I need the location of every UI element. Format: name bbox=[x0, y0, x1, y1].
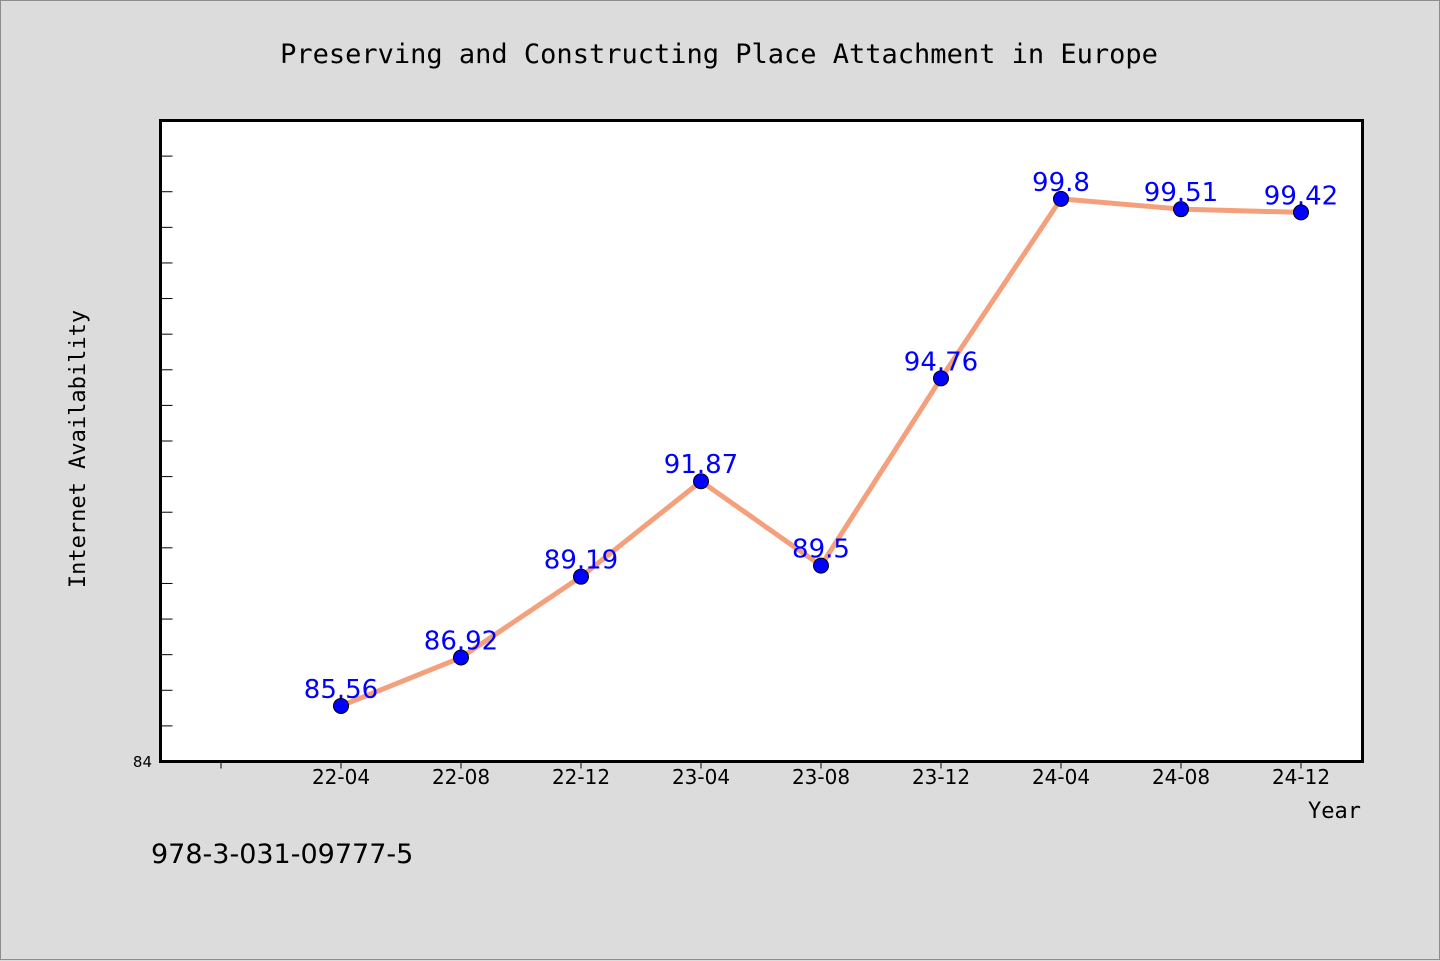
data-label: 89.5 bbox=[792, 535, 850, 565]
data-point bbox=[1173, 201, 1189, 218]
data-point bbox=[453, 649, 469, 666]
x-tick-label: 23-12 bbox=[912, 765, 970, 789]
y-tick-label-min: 84 bbox=[133, 753, 152, 771]
x-tick-label: 24-12 bbox=[1272, 765, 1330, 789]
y-axis-label: Internet Availability bbox=[66, 310, 91, 588]
x-tick-label: 22-12 bbox=[552, 765, 610, 789]
data-label: 99.51 bbox=[1144, 178, 1218, 208]
x-tick-label: 22-08 bbox=[432, 765, 490, 789]
data-point bbox=[333, 697, 349, 714]
x-tick-label: 24-08 bbox=[1152, 765, 1210, 789]
data-label: 89.19 bbox=[544, 546, 618, 576]
data-label: 99.42 bbox=[1264, 181, 1338, 211]
x-tick-label: 22-04 bbox=[312, 765, 370, 789]
data-point bbox=[1293, 204, 1309, 221]
x-tick-label: 23-08 bbox=[792, 765, 850, 789]
series-layer: 85.56 86.92 89.19 91.87 89.5 94.76 99.8 99.51 99… bbox=[304, 168, 1338, 714]
data-point bbox=[693, 473, 709, 490]
x-axis-label: Year bbox=[1308, 799, 1361, 824]
data-label: 91.87 bbox=[664, 450, 738, 480]
data-label: 86.92 bbox=[424, 627, 498, 657]
data-point bbox=[933, 370, 949, 387]
data-point bbox=[1053, 190, 1069, 207]
y-axis-ticks bbox=[160, 155, 173, 727]
data-label: 94.76 bbox=[904, 347, 978, 377]
data-label: 85.56 bbox=[304, 675, 378, 705]
data-point bbox=[813, 557, 829, 574]
x-tick-label: 23-04 bbox=[672, 765, 730, 789]
chart-title: Preserving and Constructing Place Attach… bbox=[280, 39, 1158, 70]
data-point bbox=[573, 568, 589, 585]
x-axis-ticks: 22-04 22-08 22-12 23-04 23-08 23-12 24-04 24-08… bbox=[220, 761, 1330, 789]
data-label: 99.8 bbox=[1032, 168, 1090, 198]
isbn-footer: 978-3-031-09777-5 bbox=[151, 839, 413, 870]
x-tick-label: 24-04 bbox=[1032, 765, 1090, 789]
plot-area bbox=[159, 119, 1364, 763]
